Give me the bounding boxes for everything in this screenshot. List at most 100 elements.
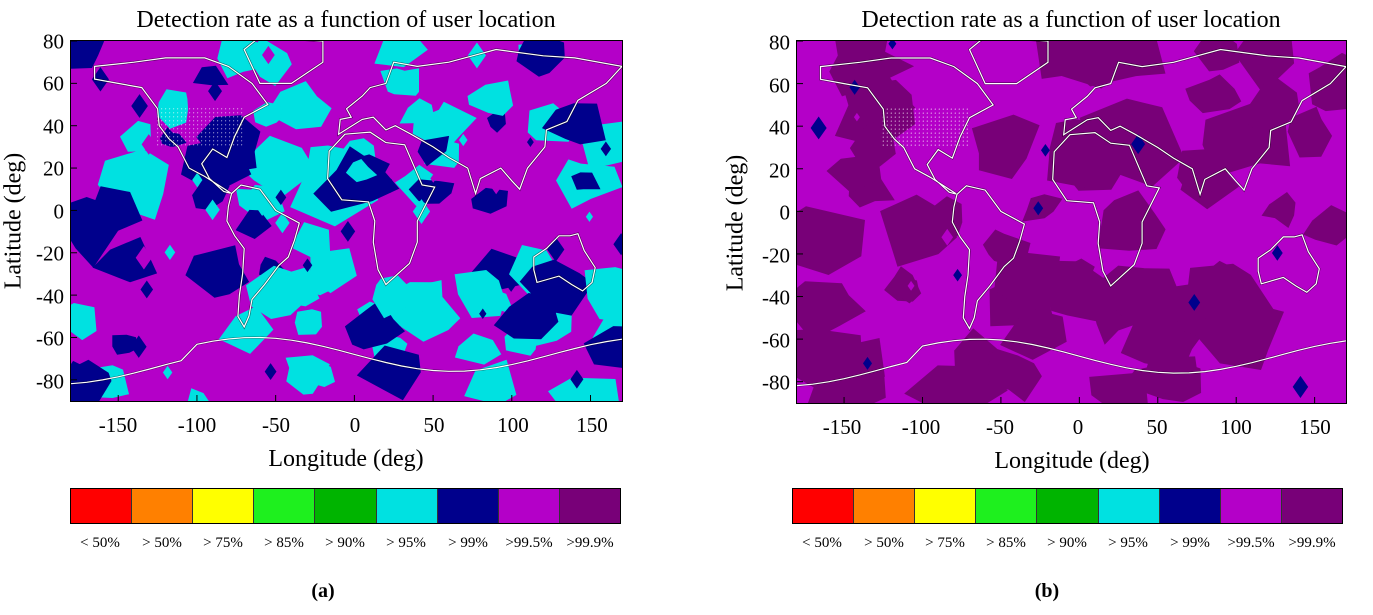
detection-rate-region <box>953 268 962 282</box>
y-tick-label: -40 <box>762 285 790 310</box>
y-axis-label: Latitude (deg) <box>0 152 27 290</box>
detection-rate-region <box>71 303 97 341</box>
detection-rate-region <box>493 293 559 340</box>
detection-rate-region <box>1197 257 1205 267</box>
detection-rate-region <box>192 65 229 86</box>
x-tick-label: 50 <box>1146 415 1168 439</box>
x-tick-label: 0 <box>349 413 361 437</box>
detection-rate-region <box>423 210 438 231</box>
detection-rate-region <box>71 197 120 268</box>
detection-rate-region <box>141 134 156 155</box>
detection-rate-region <box>982 348 1042 402</box>
detection-rate-region <box>430 174 437 183</box>
x-tick-label: 150 <box>1299 415 1331 439</box>
detection-rate-region <box>1193 41 1240 72</box>
detection-rate-region <box>1216 398 1223 403</box>
x-tick-label: -50 <box>986 415 1014 439</box>
coastline <box>819 57 994 195</box>
detection-rate-region <box>1149 356 1199 396</box>
colorbar-label: > 95% <box>1108 535 1148 551</box>
detection-rate-region <box>1089 372 1148 403</box>
y-tick-label: -60 <box>36 326 64 351</box>
colorbar-swatch-gt90 <box>1037 489 1099 523</box>
detection-rate-region <box>388 306 395 316</box>
detection-rate-region <box>1197 298 1284 370</box>
detection-rate-region <box>310 248 357 294</box>
y-tick-label: 40 <box>43 114 64 139</box>
coastline <box>243 41 324 85</box>
detection-rate-map <box>797 41 1346 403</box>
x-tick-label: -50 <box>262 413 290 437</box>
y-tick-label: 20 <box>769 158 790 183</box>
coastline <box>1052 131 1161 287</box>
map-background-region <box>71 41 622 401</box>
x-axis-label: Longitude (deg) <box>994 448 1150 474</box>
detection-rate-region <box>506 277 517 292</box>
detection-rate-region <box>888 41 897 50</box>
detection-rate-region <box>218 306 274 354</box>
coastline <box>797 338 1346 387</box>
colorbar-label: > 99% <box>448 535 488 551</box>
y-tick-label: -80 <box>36 369 64 394</box>
detection-rate-region <box>1097 190 1166 251</box>
detection-rate-region <box>192 184 230 210</box>
x-tick-label: -100 <box>177 413 217 437</box>
y-tick-label: -80 <box>762 370 790 395</box>
chart-title: Detection rate as a function of user loc… <box>861 7 1281 33</box>
chart-title: Detection rate as a function of user loc… <box>136 7 556 33</box>
detection-rate-region <box>130 335 147 358</box>
detection-rate-region <box>217 41 268 79</box>
detection-rate-region <box>157 89 189 129</box>
colorbar-swatch-lt50 <box>71 489 133 523</box>
detection-rate-region <box>371 172 396 196</box>
detection-rate-region <box>1303 205 1346 246</box>
colorbar-label: > 50% <box>864 535 904 551</box>
colorbar-label: < 50% <box>80 535 120 551</box>
detection-rate-region <box>853 76 916 122</box>
detection-rate-region <box>293 222 331 260</box>
detection-rate-region <box>982 229 1031 268</box>
detection-rate-region <box>971 114 1040 179</box>
coastline <box>1062 48 1346 197</box>
colorbar <box>70 488 621 524</box>
detection-rate-region <box>308 360 335 387</box>
grid-points <box>157 108 243 146</box>
coastline <box>951 185 1026 330</box>
detection-rate-region <box>372 275 411 319</box>
colorbar-label: >99.9% <box>566 535 614 551</box>
y-tick-label: 40 <box>769 115 790 140</box>
colorbar-swatch-gt999 <box>559 489 620 523</box>
x-tick-label: -100 <box>901 415 941 439</box>
detection-rate-region <box>187 388 209 401</box>
detection-rate-region <box>526 137 534 147</box>
y-tick-label: 60 <box>43 71 64 96</box>
detection-rate-region <box>192 172 203 188</box>
detection-rate-region <box>246 265 318 319</box>
detection-rate-region <box>140 280 154 299</box>
detection-rate-region <box>613 233 622 256</box>
detection-rate-region <box>131 94 148 118</box>
detection-rate-region <box>585 211 594 222</box>
detection-rate-region <box>97 103 111 123</box>
detection-rate-region <box>135 246 153 270</box>
colorbar-swatch-gt99 <box>1159 489 1221 523</box>
colorbar-label: > 95% <box>386 535 426 551</box>
detection-rate-region <box>162 365 173 380</box>
x-tick-label: -150 <box>98 413 138 437</box>
detection-rate-region <box>412 101 477 148</box>
y-tick-label: -20 <box>762 243 790 268</box>
y-tick-label: 80 <box>769 30 790 55</box>
colorbar-label: > 75% <box>925 535 965 551</box>
detection-rate-region <box>264 363 277 381</box>
detection-rate-region <box>458 133 468 147</box>
detection-rate-region <box>853 112 860 122</box>
x-tick-label: 50 <box>423 413 445 437</box>
detection-rate-region <box>345 159 378 183</box>
map-plot-area <box>796 40 1347 404</box>
colorbar-swatch-gt995 <box>1220 489 1282 523</box>
coastline <box>337 48 622 196</box>
coastline <box>1257 234 1320 294</box>
coastline <box>533 232 596 292</box>
figure-caption: (a) <box>311 580 335 602</box>
colorbar-swatch-gt995 <box>498 489 560 523</box>
